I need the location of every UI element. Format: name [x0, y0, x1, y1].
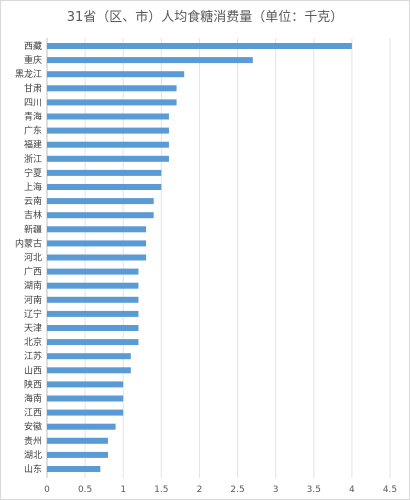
- bar: [47, 99, 177, 106]
- category-label: 河北: [24, 252, 42, 264]
- x-tick-label: 1: [120, 485, 126, 495]
- category-label: 青海: [24, 111, 42, 123]
- category-label: 浙江: [24, 153, 42, 165]
- category-label: 新疆: [24, 223, 42, 235]
- bar: [47, 268, 139, 275]
- category-label: 重庆: [24, 54, 42, 66]
- bar: [47, 381, 124, 388]
- x-tick-label: 0: [44, 485, 50, 495]
- bar: [47, 226, 147, 233]
- bar: [47, 71, 185, 78]
- bar: [47, 395, 124, 402]
- bar: [47, 437, 108, 444]
- bar: [47, 127, 169, 134]
- bar: [47, 466, 101, 472]
- category-label: 贵州: [24, 435, 42, 447]
- bar: [47, 282, 139, 289]
- bar: [47, 43, 352, 49]
- bar: [47, 367, 131, 374]
- bar: [47, 423, 116, 430]
- bar: [47, 155, 169, 162]
- category-label: 西藏: [24, 40, 42, 52]
- bar: [47, 169, 162, 176]
- category-label: 广西: [24, 266, 42, 278]
- category-label: 北京: [24, 336, 42, 348]
- bar: [47, 296, 139, 303]
- category-label: 上海: [24, 181, 42, 193]
- category-label: 陕西: [24, 378, 42, 390]
- bar: [47, 57, 253, 64]
- bar: [47, 212, 154, 219]
- x-tick-label: 4.5: [383, 485, 397, 495]
- category-label: 云南: [24, 195, 42, 207]
- x-tick-label: 2: [197, 485, 203, 495]
- bar: [47, 451, 108, 458]
- category-label: 湖北: [24, 450, 42, 461]
- x-tick-label: 3: [273, 485, 279, 495]
- category-label: 湖南: [24, 280, 42, 292]
- bar: [47, 85, 177, 92]
- bar: [47, 184, 162, 190]
- x-tick-label: 0.5: [78, 485, 92, 495]
- bar: [47, 409, 124, 416]
- bar: [47, 310, 139, 317]
- bar: [47, 339, 139, 346]
- bar: [47, 141, 169, 148]
- category-label: 甘肃: [24, 82, 42, 94]
- bar: [47, 198, 154, 205]
- category-label: 内蒙古: [15, 237, 42, 249]
- category-label: 天津: [24, 323, 42, 334]
- category-label: 安徽: [24, 421, 42, 433]
- category-label: 海南: [24, 393, 42, 405]
- chart-title: 31省（区、市）人均食糖消费量（单位：千克）: [66, 10, 344, 25]
- category-label: 福建: [24, 139, 42, 151]
- x-tick-label: 4: [349, 485, 355, 495]
- x-tick-label: 2.5: [230, 485, 244, 495]
- bar: [47, 325, 139, 331]
- x-tick-label: 3.5: [307, 485, 321, 495]
- category-label: 广东: [24, 125, 42, 137]
- category-label: 河南: [24, 294, 42, 306]
- category-label: 吉林: [24, 209, 42, 221]
- x-tick-label: 1.5: [154, 485, 168, 495]
- category-label: 黑龙江: [15, 68, 42, 80]
- bar: [47, 254, 147, 261]
- category-label: 四川: [24, 98, 42, 108]
- category-label: 江苏: [24, 350, 42, 362]
- bar: [47, 353, 131, 360]
- bar: [47, 113, 169, 120]
- category-label: 山西: [24, 365, 42, 376]
- category-label: 辽宁: [24, 308, 42, 320]
- category-label: 江西: [24, 408, 42, 419]
- category-label: 山东: [24, 463, 42, 475]
- category-label: 宁夏: [24, 167, 42, 179]
- bar: [47, 240, 147, 247]
